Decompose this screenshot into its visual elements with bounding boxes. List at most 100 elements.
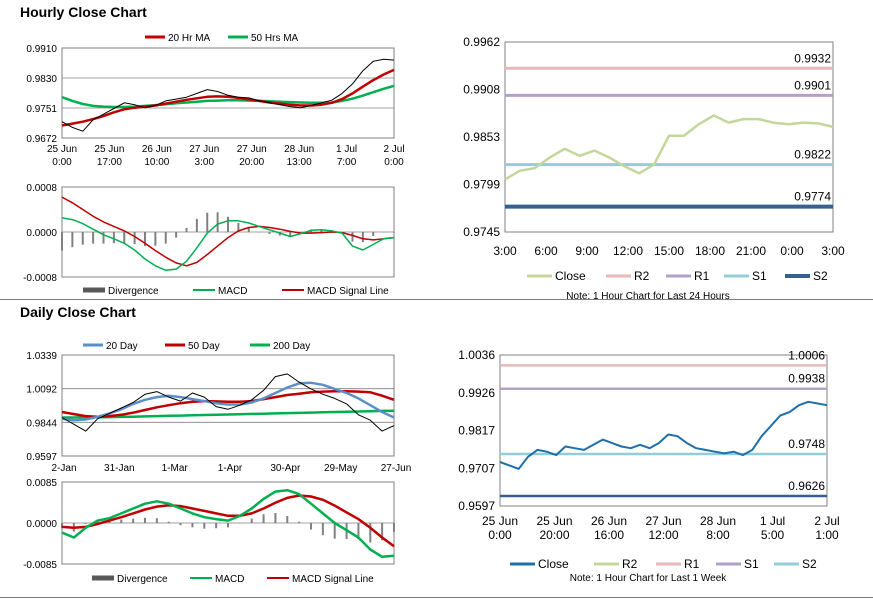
- hourly-price-x-tick: 2 Jul: [383, 144, 404, 155]
- daily-divergence-bar: [310, 523, 312, 530]
- hourly-divergence-bar: [320, 229, 323, 232]
- hourly-price-x-tick: 7:00: [337, 157, 357, 168]
- daily-macd-legend-macd-label: MACD: [215, 574, 244, 585]
- hourly-price-frame: [61, 47, 395, 139]
- weekly-levels-legend-r2-label: R2: [622, 557, 638, 571]
- weekly-levels-legend-close-label: Close: [538, 557, 569, 571]
- hourly-macd-y-tick: 0.0008: [26, 183, 57, 194]
- daily-price-x-tick: 1-Mar: [162, 463, 189, 474]
- daily-macd-signal-line: [61, 494, 395, 548]
- daily-divergence-bar: [144, 517, 146, 523]
- hourly-levels-legend-r1-label: R1: [694, 269, 710, 283]
- daily-divergence-bar: [167, 521, 170, 523]
- hourly-divergence-bar: [268, 232, 271, 235]
- weekly-levels-frame: [499, 354, 828, 507]
- hourly-levels-legend-s1-label: S1: [752, 269, 767, 283]
- weekly-levels-x-tick: 0:00: [488, 528, 512, 542]
- hourly-levels-x-tick: 6:00: [534, 244, 558, 258]
- hourly-divergence-bar: [92, 232, 95, 244]
- daily-price-x-tick: 29-May: [324, 463, 357, 474]
- hourly-price-x-tick: 20:00: [239, 157, 264, 168]
- hourly-divergence-bar: [361, 232, 364, 243]
- hourly-divergence-bar: [206, 212, 209, 232]
- weekly-levels-level-label-r2: 1.0006: [788, 348, 825, 362]
- hourly-levels-x-tick: 0:00: [780, 244, 804, 258]
- hourly-price-x-tick: 0:00: [384, 157, 404, 168]
- daily-price-y-tick: 0.9844: [26, 418, 57, 429]
- daily-price-x-tick: 1-Apr: [218, 463, 243, 474]
- daily-divergence-bar: [238, 523, 241, 524]
- daily-20day-line: [61, 381, 395, 422]
- hourly-divergence-bar: [382, 232, 385, 233]
- hourly-levels-y-tick: 0.9962: [463, 35, 500, 49]
- daily-price-x-tick: 30-Apr: [270, 463, 301, 474]
- hourly-divergence-bar: [258, 232, 261, 233]
- weekly-levels-x-tick: 28 Jun: [700, 514, 736, 528]
- daily-divergence-bar: [108, 520, 111, 523]
- daily-divergence-bar: [274, 513, 277, 523]
- hourly-price-x-tick: 28 Jun: [284, 144, 314, 155]
- weekly-levels-x-tick: 25 Jun: [536, 514, 572, 528]
- weekly-levels-level-label-s1: 0.9748: [788, 437, 825, 451]
- hourly-divergence-bar: [393, 232, 395, 233]
- hourly-levels-x-tick: 12:00: [613, 244, 643, 258]
- hourly-divergence-bar: [102, 232, 105, 244]
- hourly-levels-level-label-r2: 0.9932: [794, 51, 831, 65]
- hourly-divergence-bar: [133, 232, 136, 245]
- daily-divergence-bar: [120, 519, 123, 523]
- daily-close-line: [61, 373, 395, 432]
- daily-divergence-bar: [393, 523, 395, 532]
- hourly-divergence-bar: [112, 232, 115, 244]
- weekly-levels-x-tick: 25 Jun: [482, 514, 518, 528]
- weekly-levels-x-tick: 20:00: [539, 528, 569, 542]
- daily-divergence-bar: [155, 518, 158, 523]
- weekly-levels-legend-s1-label: S1: [744, 557, 759, 571]
- hourly-divergence-bar: [164, 232, 167, 244]
- hourly-divergence-bar: [154, 232, 157, 246]
- hourly-macd-legend-macd-label: MACD: [218, 286, 247, 297]
- hourly-close-line: [61, 58, 395, 132]
- hourly-price-x-tick: 3:00: [195, 157, 215, 168]
- daily-price-y-tick: 1.0092: [26, 385, 57, 396]
- weekly-levels-y-tick: 0.9926: [458, 386, 495, 400]
- hourly-levels-level-label-r1: 0.9901: [794, 78, 831, 92]
- hourly-levels-x-tick: 21:00: [736, 244, 766, 258]
- bottom-divider: [0, 597, 873, 598]
- hourly-divergence-bar: [123, 232, 126, 244]
- daily-legend-200day-label: 200 Day: [273, 341, 310, 352]
- hourly-levels-frame: [504, 41, 834, 233]
- weekly-levels-x-tick: 26 Jun: [591, 514, 627, 528]
- hourly-levels-y-tick: 0.9853: [463, 130, 500, 144]
- daily-macd-legend-signal-label: MACD Signal Line: [292, 574, 374, 585]
- weekly-levels-x-tick: 27 Jun: [645, 514, 681, 528]
- hourly-levels-y-tick: 0.9908: [463, 83, 500, 97]
- hourly-section-title: Hourly Close Chart: [20, 4, 147, 20]
- daily-divergence-bar: [227, 523, 229, 528]
- daily-200day-line: [62, 409, 395, 419]
- hourly-price-y-tick: 0.9910: [26, 44, 57, 55]
- hourly-legend-50hr-ma-label: 50 Hrs MA: [251, 33, 299, 44]
- hourly-levels-y-tick: 0.9799: [463, 178, 500, 192]
- hourly-price-y-tick: 0.9830: [26, 74, 57, 85]
- daily-legend-50day-label: 50 Day: [188, 341, 220, 352]
- daily-divergence-bar: [333, 523, 336, 539]
- hourly-price-x-tick: 13:00: [287, 157, 312, 168]
- hourly-levels-close-line: [504, 114, 834, 181]
- hourly-divergence-bar: [144, 232, 146, 247]
- weekly-levels-x-tick: 1:00: [815, 528, 839, 542]
- hourly-levels-level-label-s2: 0.9774: [794, 190, 831, 204]
- daily-macd-legend-divergence-label: Divergence: [117, 574, 168, 585]
- hourly-macd-legend-signal-label: MACD Signal Line: [307, 286, 389, 297]
- hourly-macd-y-tick: -0.0008: [23, 273, 57, 284]
- daily-macd-line: [61, 488, 395, 559]
- daily-divergence-bar: [381, 523, 384, 541]
- weekly-levels-close-line: [499, 400, 828, 470]
- daily-price-x-tick: 2-Jan: [51, 463, 76, 474]
- daily-divergence-bar: [179, 523, 182, 526]
- hourly-macd-legend-divergence-label: Divergence: [108, 286, 159, 297]
- weekly-levels-y-tick: 0.9707: [458, 461, 495, 475]
- hourly-divergence-bar: [216, 212, 219, 232]
- daily-price-frame: [61, 354, 395, 457]
- daily-macd-y-tick: -0.0085: [23, 560, 57, 571]
